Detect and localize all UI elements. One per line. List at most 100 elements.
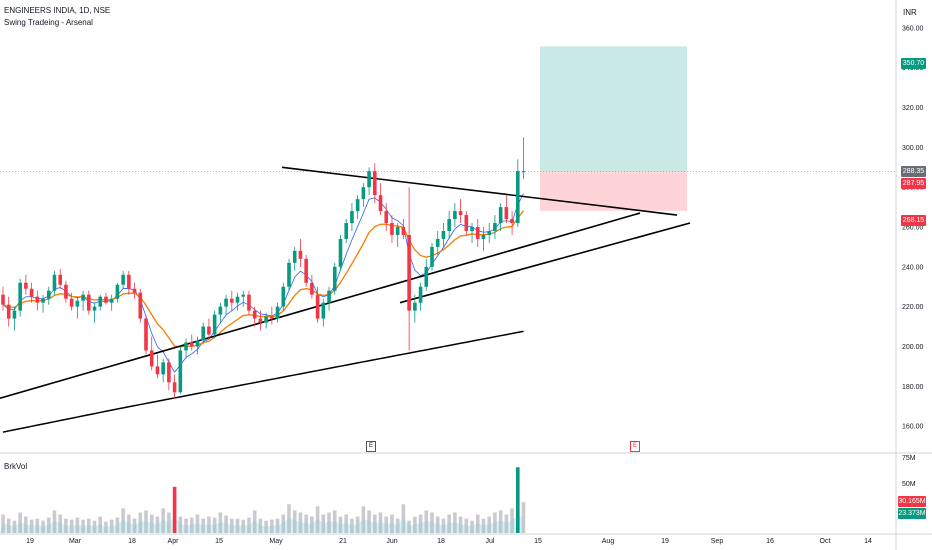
volume-bar xyxy=(18,512,22,533)
volume-bar xyxy=(178,516,183,533)
volume-bar xyxy=(46,517,51,533)
candle-body xyxy=(310,282,314,295)
volume-bar xyxy=(52,510,57,533)
y-tick-label: 220.00 xyxy=(902,304,924,311)
volume-bar xyxy=(161,508,165,533)
volume-bar xyxy=(201,518,205,533)
candle-body xyxy=(458,211,463,216)
candle-body xyxy=(315,294,320,319)
candle-body xyxy=(149,350,154,367)
candle-body xyxy=(167,362,171,383)
candle-body xyxy=(407,234,411,311)
candle-body xyxy=(212,314,217,335)
x-tick-label: 18 xyxy=(437,538,445,545)
volume-bar xyxy=(413,516,417,533)
volume-bar xyxy=(275,518,280,533)
candle-body xyxy=(355,199,360,212)
candle-body xyxy=(453,211,457,220)
volume-bar xyxy=(321,514,326,533)
volume-bar xyxy=(384,516,389,533)
volume-bar xyxy=(361,506,366,533)
volume-bar xyxy=(441,518,446,533)
candle-body xyxy=(361,187,366,200)
candle-body xyxy=(144,318,148,351)
volume-bar xyxy=(6,518,11,533)
candle-body xyxy=(367,171,371,188)
candle-body xyxy=(441,230,446,239)
candle-body xyxy=(18,282,22,311)
candle-body xyxy=(218,306,223,315)
volume-bar xyxy=(69,519,74,533)
candle-body xyxy=(258,318,263,323)
candle-body xyxy=(46,290,51,299)
volume-bar xyxy=(121,508,125,533)
x-tick-label: 15 xyxy=(215,538,223,545)
x-tick-label: 19 xyxy=(661,538,669,545)
volume-bar xyxy=(310,516,314,533)
volume-bar xyxy=(212,517,217,533)
x-tick-label: 14 xyxy=(864,538,872,545)
candle-body xyxy=(350,211,354,224)
volume-bar xyxy=(132,518,137,533)
candle-body xyxy=(1,294,5,305)
candle-body xyxy=(493,223,497,231)
volume-bar xyxy=(424,510,429,533)
x-tick-label: 21 xyxy=(339,538,347,545)
volume-bar xyxy=(470,520,474,533)
volume-bar xyxy=(1,514,5,533)
last-price-tag: 288.35 xyxy=(901,166,926,177)
volume-tick-label: 75M xyxy=(902,455,916,462)
volume-bar xyxy=(87,518,91,533)
x-tick-label: Jul xyxy=(486,538,495,545)
y-tick-label: 200.00 xyxy=(902,344,924,351)
candle-body xyxy=(81,294,85,301)
candle-body xyxy=(127,274,131,289)
candle-body xyxy=(304,258,308,283)
candle-body xyxy=(58,274,62,285)
candle-body xyxy=(121,274,125,285)
candle-body xyxy=(241,294,246,297)
candle-body xyxy=(487,230,491,235)
volume-bar xyxy=(390,514,394,533)
volume-bar xyxy=(481,518,486,533)
volume-bar xyxy=(395,518,400,533)
volume-bar xyxy=(247,517,251,533)
volume-bar xyxy=(64,518,68,533)
candle-body xyxy=(52,274,57,291)
candle-body xyxy=(161,362,165,375)
candle-body xyxy=(87,294,91,311)
volume-bar xyxy=(315,506,320,533)
x-tick-label: 15 xyxy=(534,538,542,545)
earnings-marker[interactable]: E xyxy=(366,441,376,452)
volume-bar xyxy=(184,518,188,533)
candle-body xyxy=(69,298,74,307)
x-tick-label: 18 xyxy=(128,538,136,545)
volume-bar xyxy=(189,517,194,533)
candle-body xyxy=(98,296,103,307)
candle-body xyxy=(184,342,188,351)
candle-body xyxy=(264,316,268,323)
candle-body xyxy=(115,284,120,299)
volume-bar xyxy=(155,516,160,533)
volume-bar xyxy=(41,520,45,533)
candle-body xyxy=(178,350,183,393)
volume-bar xyxy=(270,519,274,533)
volume-bar xyxy=(281,514,286,533)
volume-bar xyxy=(493,512,497,533)
volume-bar xyxy=(435,516,440,533)
x-tick-label: May xyxy=(269,538,283,545)
candle-body xyxy=(447,219,451,231)
candle-body xyxy=(401,227,406,235)
stop-price-tag: 268.15 xyxy=(901,215,926,226)
candle-body xyxy=(338,238,343,267)
volume-bar xyxy=(458,516,463,533)
earnings-marker-future[interactable]: E xyxy=(630,441,640,452)
volume-bar xyxy=(264,520,268,533)
volume-bar xyxy=(504,514,509,533)
candle-body xyxy=(270,316,274,319)
support-trendline xyxy=(0,212,641,400)
volume-bar xyxy=(510,508,514,533)
candle-body xyxy=(424,266,429,287)
volume-bar xyxy=(98,516,103,533)
